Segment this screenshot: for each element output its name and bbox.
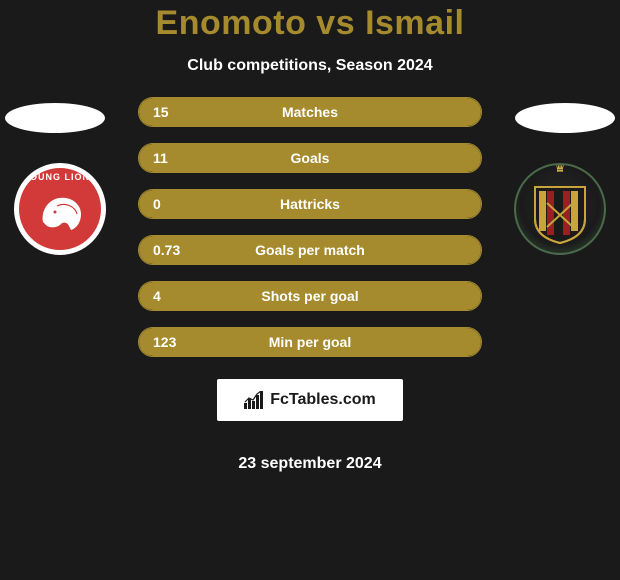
title-player-right: Ismail [365, 4, 464, 42]
lion-icon [37, 192, 85, 236]
fctables-badge[interactable]: FcTables.com [217, 379, 403, 421]
stat-label: Matches [282, 104, 338, 120]
stats-column: 15 Matches 11 Goals 0 Hattricks 0.73 Goa… [120, 97, 500, 473]
stat-row-goals: 11 Goals [138, 143, 482, 173]
date-label: 23 september 2024 [238, 455, 381, 473]
stat-value: 0 [153, 196, 161, 212]
page-title: Enomoto vs Ismail [156, 4, 465, 43]
stat-value: 4 [153, 288, 161, 304]
shield-icon [533, 183, 587, 245]
stat-row-shots-per-goal: 4 Shots per goal [138, 281, 482, 311]
opponent-crest: ♛ [514, 163, 606, 255]
club-crest-left: YOUNG LIONS [14, 163, 106, 255]
stat-value: 15 [153, 104, 169, 120]
player-photo-placeholder-right [515, 103, 615, 133]
content-row: YOUNG LIONS 15 Matches 11 Goals [0, 97, 620, 473]
stat-row-goals-per-match: 0.73 Goals per match [138, 235, 482, 265]
player-photo-placeholder-left [5, 103, 105, 133]
crown-icon: ♛ [554, 163, 567, 176]
left-column: YOUNG LIONS [0, 97, 120, 255]
comparison-card: Enomoto vs Ismail Club competitions, Sea… [0, 0, 620, 580]
stat-label: Shots per goal [261, 288, 358, 304]
fctables-bars-icon [244, 391, 266, 409]
title-player-left: Enomoto [156, 4, 307, 42]
club-crest-right: ♛ [514, 163, 606, 255]
young-lions-crest: YOUNG LIONS [14, 163, 106, 255]
crest-arc-text: YOUNG LIONS [19, 172, 101, 182]
right-column: ♛ [500, 97, 620, 255]
stat-label: Min per goal [269, 334, 351, 350]
stat-label: Goals per match [255, 242, 365, 258]
fctables-label: FcTables.com [270, 391, 376, 409]
stat-value: 11 [153, 150, 168, 166]
stat-row-min-per-goal: 123 Min per goal [138, 327, 482, 357]
stat-value: 123 [153, 334, 176, 350]
title-vs: vs [316, 4, 355, 42]
stat-row-hattricks: 0 Hattricks [138, 189, 482, 219]
stat-label: Hattricks [280, 196, 340, 212]
stat-label: Goals [291, 150, 330, 166]
stat-row-matches: 15 Matches [138, 97, 482, 127]
subtitle: Club competitions, Season 2024 [187, 57, 432, 75]
stat-value: 0.73 [153, 242, 180, 258]
